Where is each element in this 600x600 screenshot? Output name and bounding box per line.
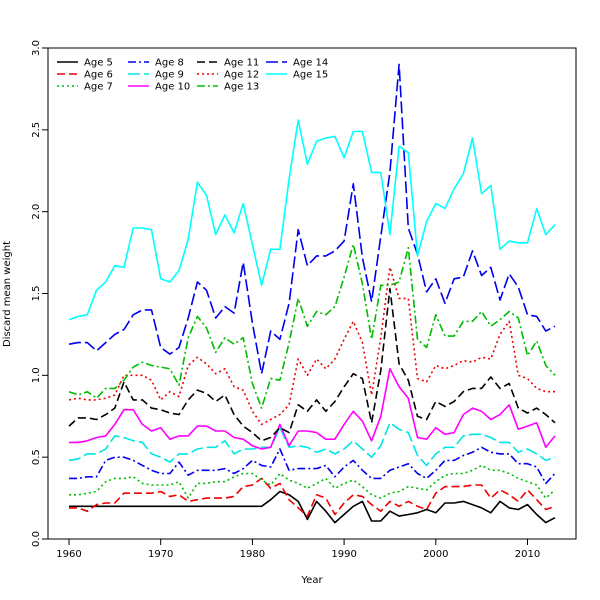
x-axis-label: Year — [300, 575, 323, 586]
legend-label: Age 5 — [84, 58, 113, 69]
legend-item-age-9: Age 9 — [128, 70, 184, 81]
y-tick-label: 2.0 — [31, 204, 42, 220]
legend-item-age-10: Age 10 — [128, 82, 190, 93]
legend-label: Age 13 — [224, 82, 259, 93]
legend-label: Age 8 — [155, 58, 184, 69]
legend-item-age-7: Age 7 — [57, 82, 113, 93]
legend-item-age-15: Age 15 — [266, 70, 328, 81]
y-axis-label: Discard mean weight — [2, 241, 13, 347]
y-tick-label: 1.5 — [31, 286, 42, 302]
legend-label: Age 15 — [293, 70, 328, 81]
y-tick-label: 0.5 — [31, 449, 42, 465]
y-tick-label: 0.0 — [31, 531, 42, 547]
x-tick-label: 2010 — [515, 549, 540, 560]
x-tick-label: 1960 — [56, 549, 81, 560]
legend-label: Age 7 — [84, 82, 113, 93]
series-line-age-5 — [69, 490, 556, 524]
x-tick-label: 1990 — [331, 549, 356, 560]
y-tick-label: 3.0 — [31, 40, 42, 56]
series-layer — [68, 63, 556, 524]
x-tick-label: 1980 — [240, 549, 265, 560]
legend-item-age-11: Age 11 — [197, 58, 259, 69]
plot-frame — [47, 47, 577, 540]
legend-label: Age 9 — [155, 70, 184, 81]
series-line-age-10 — [69, 367, 556, 450]
legend-label: Age 14 — [293, 58, 328, 69]
y-tick-label: 2.5 — [31, 122, 42, 138]
series-line-age-12 — [68, 266, 555, 426]
legend-item-age-14: Age 14 — [266, 58, 328, 69]
x-tick-label: 1970 — [148, 549, 173, 560]
series-line-age-9 — [68, 421, 556, 467]
y-tick-label: 1.0 — [31, 367, 42, 383]
legend-label: Age 10 — [155, 82, 190, 93]
y-axis: 0.0 0.5 1.0 1.5 2.0 2.5 3.0 — [31, 40, 48, 547]
legend-item-age-6: Age 6 — [57, 70, 113, 81]
series-line-age-6 — [69, 477, 556, 517]
x-tick-label: 2000 — [423, 549, 448, 560]
series-line-age-13 — [68, 243, 556, 409]
series-line-age-11 — [68, 287, 556, 442]
legend-label: Age 12 — [224, 70, 259, 81]
legend-label: Age 6 — [84, 70, 113, 81]
legend-label: Age 11 — [224, 58, 259, 69]
series-line-age-8 — [69, 446, 556, 485]
series-line-age-14 — [68, 63, 556, 375]
legend-item-age-5: Age 5 — [57, 58, 113, 69]
series-line-age-15 — [68, 119, 556, 321]
legend-item-age-12: Age 12 — [197, 70, 259, 81]
x-axis: 1960 1970 1980 1990 2000 2010 — [56, 538, 540, 560]
legend-item-age-8: Age 8 — [128, 58, 184, 69]
legend-item-age-13: Age 13 — [197, 82, 259, 93]
